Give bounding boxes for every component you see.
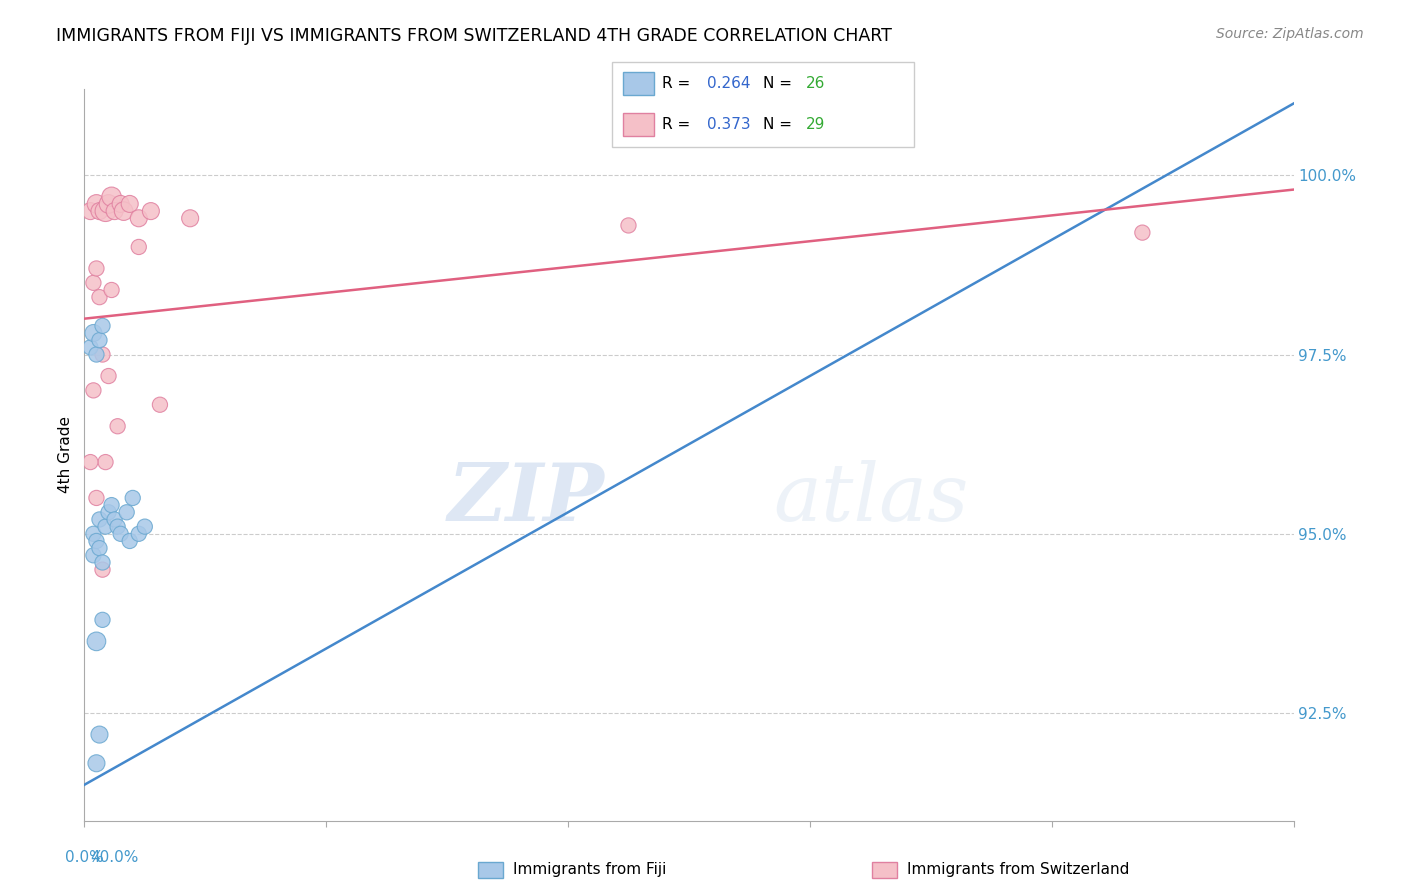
Point bbox=[139, 204, 162, 219]
Point bbox=[134, 519, 156, 533]
Text: 0.373: 0.373 bbox=[707, 118, 751, 132]
Point bbox=[86, 261, 108, 276]
Point bbox=[97, 197, 120, 211]
Point bbox=[86, 197, 108, 211]
Point bbox=[86, 491, 108, 505]
Point bbox=[91, 563, 114, 577]
Point bbox=[86, 756, 108, 771]
Point bbox=[121, 491, 143, 505]
Point bbox=[128, 240, 150, 254]
Text: 26: 26 bbox=[806, 77, 825, 91]
Text: 29: 29 bbox=[806, 118, 825, 132]
Point bbox=[91, 318, 114, 333]
Point bbox=[82, 384, 104, 398]
Point bbox=[617, 219, 640, 233]
Text: ZIP: ZIP bbox=[447, 460, 605, 538]
Point bbox=[86, 347, 108, 361]
Text: Immigrants from Fiji: Immigrants from Fiji bbox=[513, 863, 666, 877]
Point bbox=[118, 533, 141, 548]
Point bbox=[89, 204, 111, 219]
Point bbox=[89, 728, 111, 742]
Point bbox=[107, 419, 129, 434]
Point bbox=[89, 333, 111, 347]
Text: N =: N = bbox=[763, 77, 797, 91]
Point bbox=[104, 204, 127, 219]
Text: atlas: atlas bbox=[773, 460, 969, 538]
Point bbox=[86, 634, 108, 648]
Point bbox=[82, 326, 104, 340]
Point bbox=[97, 369, 120, 384]
Point bbox=[179, 211, 201, 226]
Point bbox=[110, 197, 132, 211]
Point bbox=[91, 556, 114, 570]
Point bbox=[89, 541, 111, 556]
Point bbox=[100, 283, 122, 297]
Point bbox=[97, 505, 120, 519]
Text: 40.0%: 40.0% bbox=[90, 850, 139, 865]
Point bbox=[79, 455, 101, 469]
Point bbox=[94, 455, 117, 469]
Point bbox=[149, 398, 172, 412]
Point bbox=[118, 197, 141, 211]
Point bbox=[94, 519, 117, 533]
Text: Source: ZipAtlas.com: Source: ZipAtlas.com bbox=[1216, 27, 1364, 41]
Point bbox=[91, 613, 114, 627]
Text: N =: N = bbox=[763, 118, 797, 132]
Y-axis label: 4th Grade: 4th Grade bbox=[58, 417, 73, 493]
Point bbox=[86, 533, 108, 548]
Text: 0.0%: 0.0% bbox=[65, 850, 104, 865]
Point bbox=[128, 211, 150, 226]
Point bbox=[82, 276, 104, 290]
Point bbox=[104, 512, 127, 526]
Point bbox=[89, 512, 111, 526]
Point bbox=[128, 526, 150, 541]
Point bbox=[94, 204, 117, 219]
Point bbox=[107, 519, 129, 533]
Point bbox=[82, 526, 104, 541]
Point bbox=[89, 290, 111, 304]
Text: R =: R = bbox=[662, 77, 696, 91]
Text: Immigrants from Switzerland: Immigrants from Switzerland bbox=[907, 863, 1129, 877]
Text: IMMIGRANTS FROM FIJI VS IMMIGRANTS FROM SWITZERLAND 4TH GRADE CORRELATION CHART: IMMIGRANTS FROM FIJI VS IMMIGRANTS FROM … bbox=[56, 27, 893, 45]
Text: 0.264: 0.264 bbox=[707, 77, 751, 91]
Point bbox=[91, 347, 114, 361]
Point bbox=[82, 549, 104, 563]
Point bbox=[79, 340, 101, 354]
Point bbox=[79, 204, 101, 219]
Point bbox=[112, 204, 135, 219]
Point bbox=[110, 526, 132, 541]
Point bbox=[100, 498, 122, 512]
Point bbox=[1132, 226, 1154, 240]
Point bbox=[115, 505, 138, 519]
Point bbox=[100, 190, 122, 204]
Text: R =: R = bbox=[662, 118, 696, 132]
